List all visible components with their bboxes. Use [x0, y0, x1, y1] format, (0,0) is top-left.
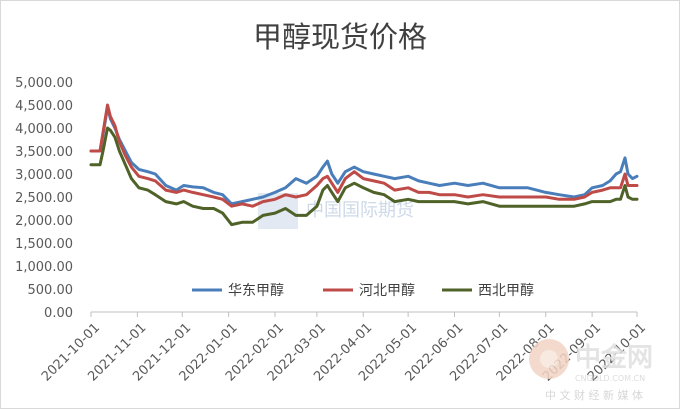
y-axis: 0.00 500.00 1,000.00 1,500.00 2,000.00 2,500.…	[15, 76, 73, 321]
legend-label-3: 西北甲醇	[478, 282, 534, 299]
series-line-2	[89, 103, 639, 208]
watermark-text: 中国国际期货	[306, 200, 414, 221]
y-tick-label: 1,500.00	[15, 237, 73, 252]
y-tick-label: 2,500.00	[15, 191, 73, 206]
y-tick-label: 2,000.00	[15, 214, 73, 229]
chart-title: 甲醇现货价格	[253, 20, 427, 54]
series-layer	[89, 103, 639, 227]
brand-logo-url: CNGOLD.COM.CN	[575, 374, 645, 383]
series-line-1	[89, 105, 639, 206]
y-tick-label: 4,500.00	[15, 99, 73, 114]
brand-logo-icon-inner	[540, 350, 558, 368]
legend-label-2: 河北甲醇	[359, 282, 415, 299]
brand-logo-tagline: 中 文 财 经 新 媒 体	[545, 388, 643, 402]
legend: 华东甲醇 河北甲醇 西北甲醇	[192, 282, 534, 299]
series-line-3	[89, 126, 639, 227]
y-tick-label: 1,000.00	[15, 260, 73, 275]
legend-label-1: 华东甲醇	[228, 282, 284, 299]
y-tick-label: 3,500.00	[15, 145, 73, 160]
y-tick-label: 4,000.00	[15, 122, 73, 137]
y-tick-label: 3,000.00	[15, 168, 73, 183]
y-tick-label: 500.00	[28, 283, 74, 298]
y-tick-label: 0.00	[44, 306, 73, 321]
brand-logo-name: 中金网	[575, 342, 653, 373]
brand-logo-watermark: 中金网 CNGOLD.COM.CN 中 文 财 经 新 媒 体	[529, 339, 653, 402]
y-tick-label: 5,000.00	[15, 76, 73, 91]
